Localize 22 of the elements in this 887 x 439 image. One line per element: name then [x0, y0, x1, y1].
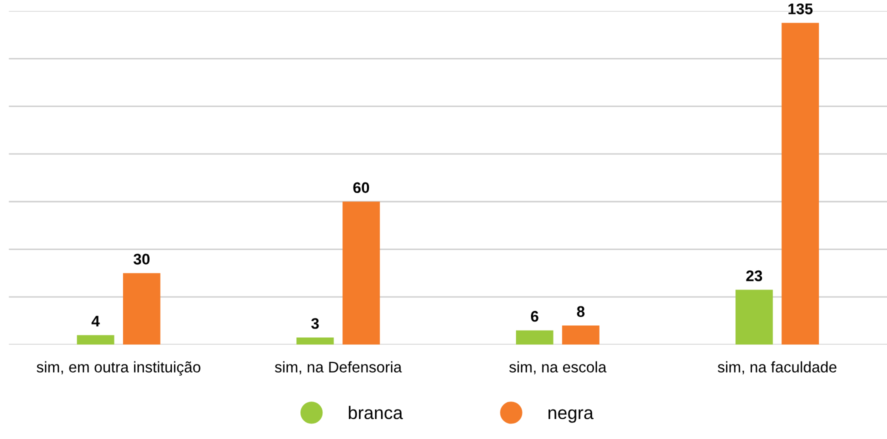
bar	[562, 326, 600, 345]
data-label: 6	[530, 310, 538, 322]
x-tick-label: sim, na Defensoria	[274, 361, 402, 374]
bar	[782, 22, 819, 345]
legend-label: branca	[348, 406, 403, 420]
data-label: 8	[576, 306, 585, 317]
data-label: 60	[353, 182, 370, 194]
bar	[342, 202, 380, 345]
bar	[123, 273, 160, 345]
x-tick-label: sim, na faculdade	[718, 361, 836, 374]
data-label: 3	[311, 318, 319, 329]
x-tick-label: sim, em outra instituição	[36, 361, 200, 376]
bar	[516, 330, 554, 345]
bar	[296, 337, 334, 345]
data-label: 23	[746, 270, 762, 282]
data-label: 135	[788, 3, 813, 14]
bar	[736, 290, 773, 345]
data-label: 30	[134, 254, 150, 265]
x-tick-label: sim, na escola	[509, 361, 607, 374]
bar	[76, 335, 114, 345]
legend-label: negra	[548, 409, 594, 423]
data-label: 4	[92, 316, 100, 326]
